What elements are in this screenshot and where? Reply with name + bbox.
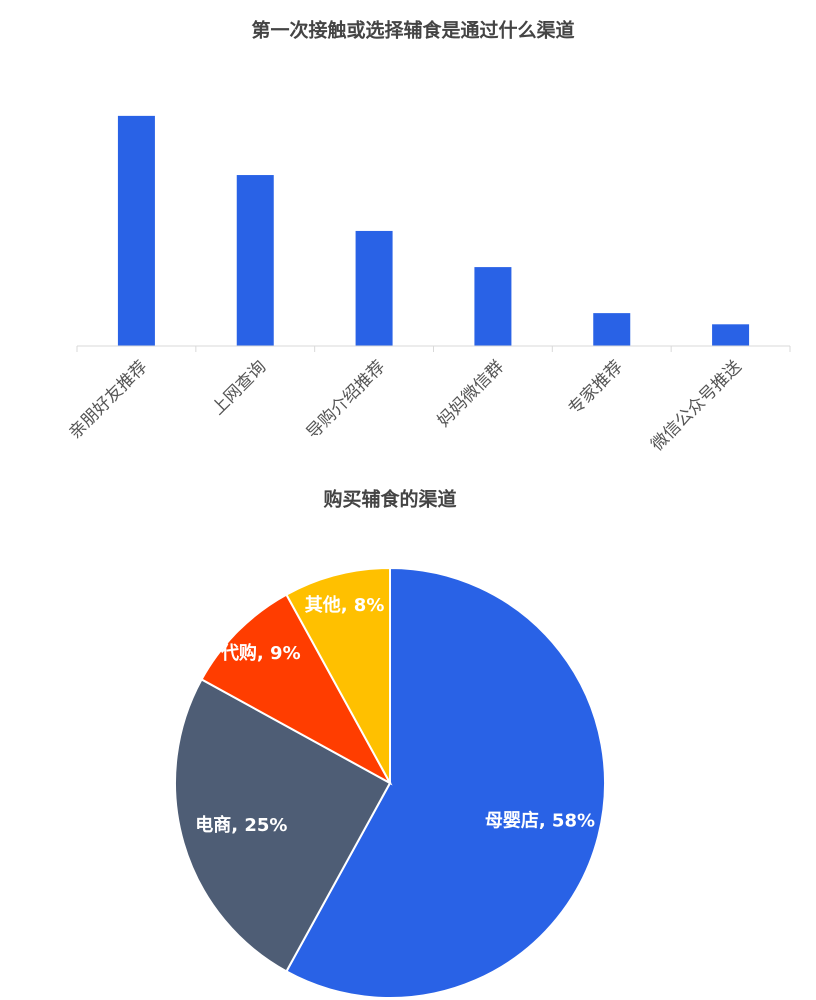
bar: [236, 175, 274, 346]
x-tick-label: 导购介绍推荐: [303, 357, 389, 443]
bar: [474, 267, 512, 346]
pie-slice: [285, 566, 391, 784]
x-tick-label: 微信公众号推送: [647, 357, 745, 455]
pie-chart-title: 购买辅食的渠道: [323, 488, 456, 511]
pie-slice: [285, 566, 606, 999]
bar: [593, 313, 631, 346]
pie-slice: [174, 678, 392, 973]
slice-label: 电商, 25%: [195, 814, 287, 836]
bar: [355, 230, 393, 346]
slice-label: 其他, 8%: [305, 594, 385, 616]
bar-chart-title: 第一次接触或选择辅食是通过什么渠道: [251, 19, 574, 42]
x-tick-label: 上网查询: [208, 357, 270, 419]
slice-label: 母婴店, 58%: [485, 809, 595, 831]
bar: [117, 115, 155, 346]
pie-slice: [200, 593, 393, 786]
bar: [712, 324, 750, 346]
x-tick-label: 专家推荐: [565, 357, 627, 419]
x-tick-label: 妈妈微信群: [434, 357, 508, 431]
x-tick-label: 亲朋好友推荐: [65, 357, 151, 443]
slice-label: 代购, 9%: [220, 642, 301, 664]
